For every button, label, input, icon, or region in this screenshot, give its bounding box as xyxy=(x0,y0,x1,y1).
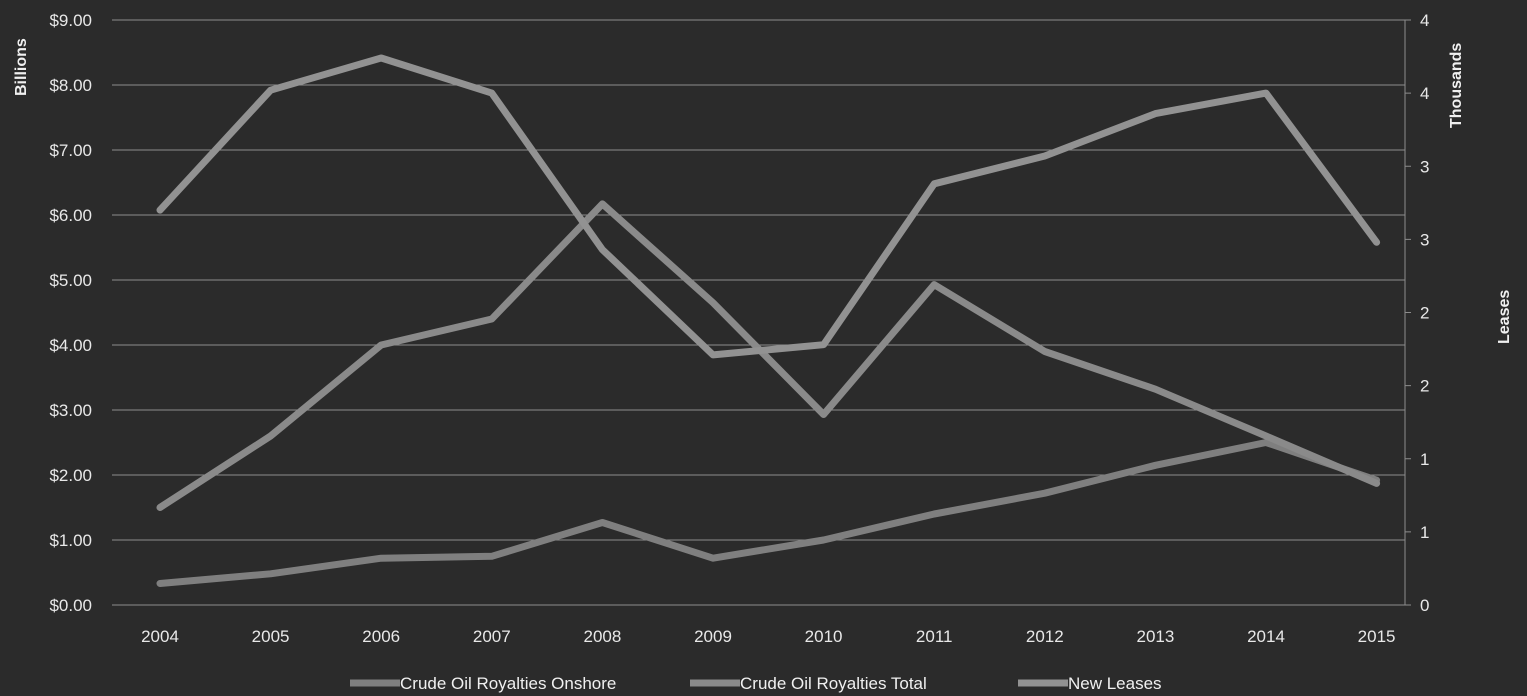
x-tick-label: 2015 xyxy=(1358,627,1396,646)
left-tick-label: $1.00 xyxy=(49,531,92,550)
legend-label: Crude Oil Royalties Onshore xyxy=(400,674,616,693)
right-axis-title: Leases xyxy=(1496,290,1513,344)
series-line-2 xyxy=(156,54,1381,359)
x-axis-ticks: 2004 2005 2006 2007 2008 2009 2010 2011 2012 2013… xyxy=(141,627,1395,646)
series-line-1 xyxy=(156,200,1381,511)
x-tick-label: 2011 xyxy=(916,627,953,646)
right-tick-label: 1 xyxy=(1420,523,1429,542)
x-tick-label: 2009 xyxy=(694,627,732,646)
x-tick-label: 2014 xyxy=(1247,627,1285,646)
left-tick-label: $4.00 xyxy=(49,336,92,355)
left-axis-ticks: $0.00 $1.00 $2.00 $3.00 $4.00 $5.00 $6.00 $7.00… xyxy=(49,11,92,615)
gridlines xyxy=(112,19,1406,606)
left-axis-title: Billions xyxy=(13,38,30,96)
left-tick-label: $9.00 xyxy=(49,11,92,30)
x-tick-label: 2004 xyxy=(141,627,179,646)
x-tick-label: 2007 xyxy=(473,627,511,646)
left-tick-label: $3.00 xyxy=(49,401,92,420)
legend: Crude Oil Royalties Onshore Crude Oil Roy… xyxy=(350,674,1162,693)
legend-label: Crude Oil Royalties Total xyxy=(740,674,927,693)
left-tick-label: $2.00 xyxy=(49,466,92,485)
left-tick-label: $7.00 xyxy=(49,141,92,160)
left-tick-label: $6.00 xyxy=(49,206,92,225)
x-tick-label: 2013 xyxy=(1136,627,1174,646)
right-tick-label: 4 xyxy=(1420,84,1429,103)
right-axis-title-top: Thousands xyxy=(1448,43,1465,128)
x-tick-label: 2012 xyxy=(1026,627,1064,646)
x-tick-label: 2008 xyxy=(583,627,621,646)
right-tick-label: 2 xyxy=(1420,377,1429,396)
right-tick-label: 1 xyxy=(1420,450,1429,469)
series-lines xyxy=(156,54,1381,587)
left-tick-label: $5.00 xyxy=(49,271,92,290)
right-tick-label: 4 xyxy=(1420,11,1429,30)
left-tick-label: $8.00 xyxy=(49,76,92,95)
right-axis-ticks: 0 1 1 2 2 3 3 4 4 xyxy=(1405,11,1429,615)
x-tick-label: 2005 xyxy=(252,627,290,646)
right-tick-label: 3 xyxy=(1420,157,1429,176)
x-tick-label: 2010 xyxy=(805,627,843,646)
legend-label: New Leases xyxy=(1068,674,1162,693)
series-line-0 xyxy=(156,439,1381,587)
x-tick-label: 2006 xyxy=(362,627,400,646)
right-tick-label: 0 xyxy=(1420,596,1429,615)
right-tick-label: 2 xyxy=(1420,304,1429,323)
right-tick-label: 3 xyxy=(1420,230,1429,249)
left-tick-label: $0.00 xyxy=(49,596,92,615)
